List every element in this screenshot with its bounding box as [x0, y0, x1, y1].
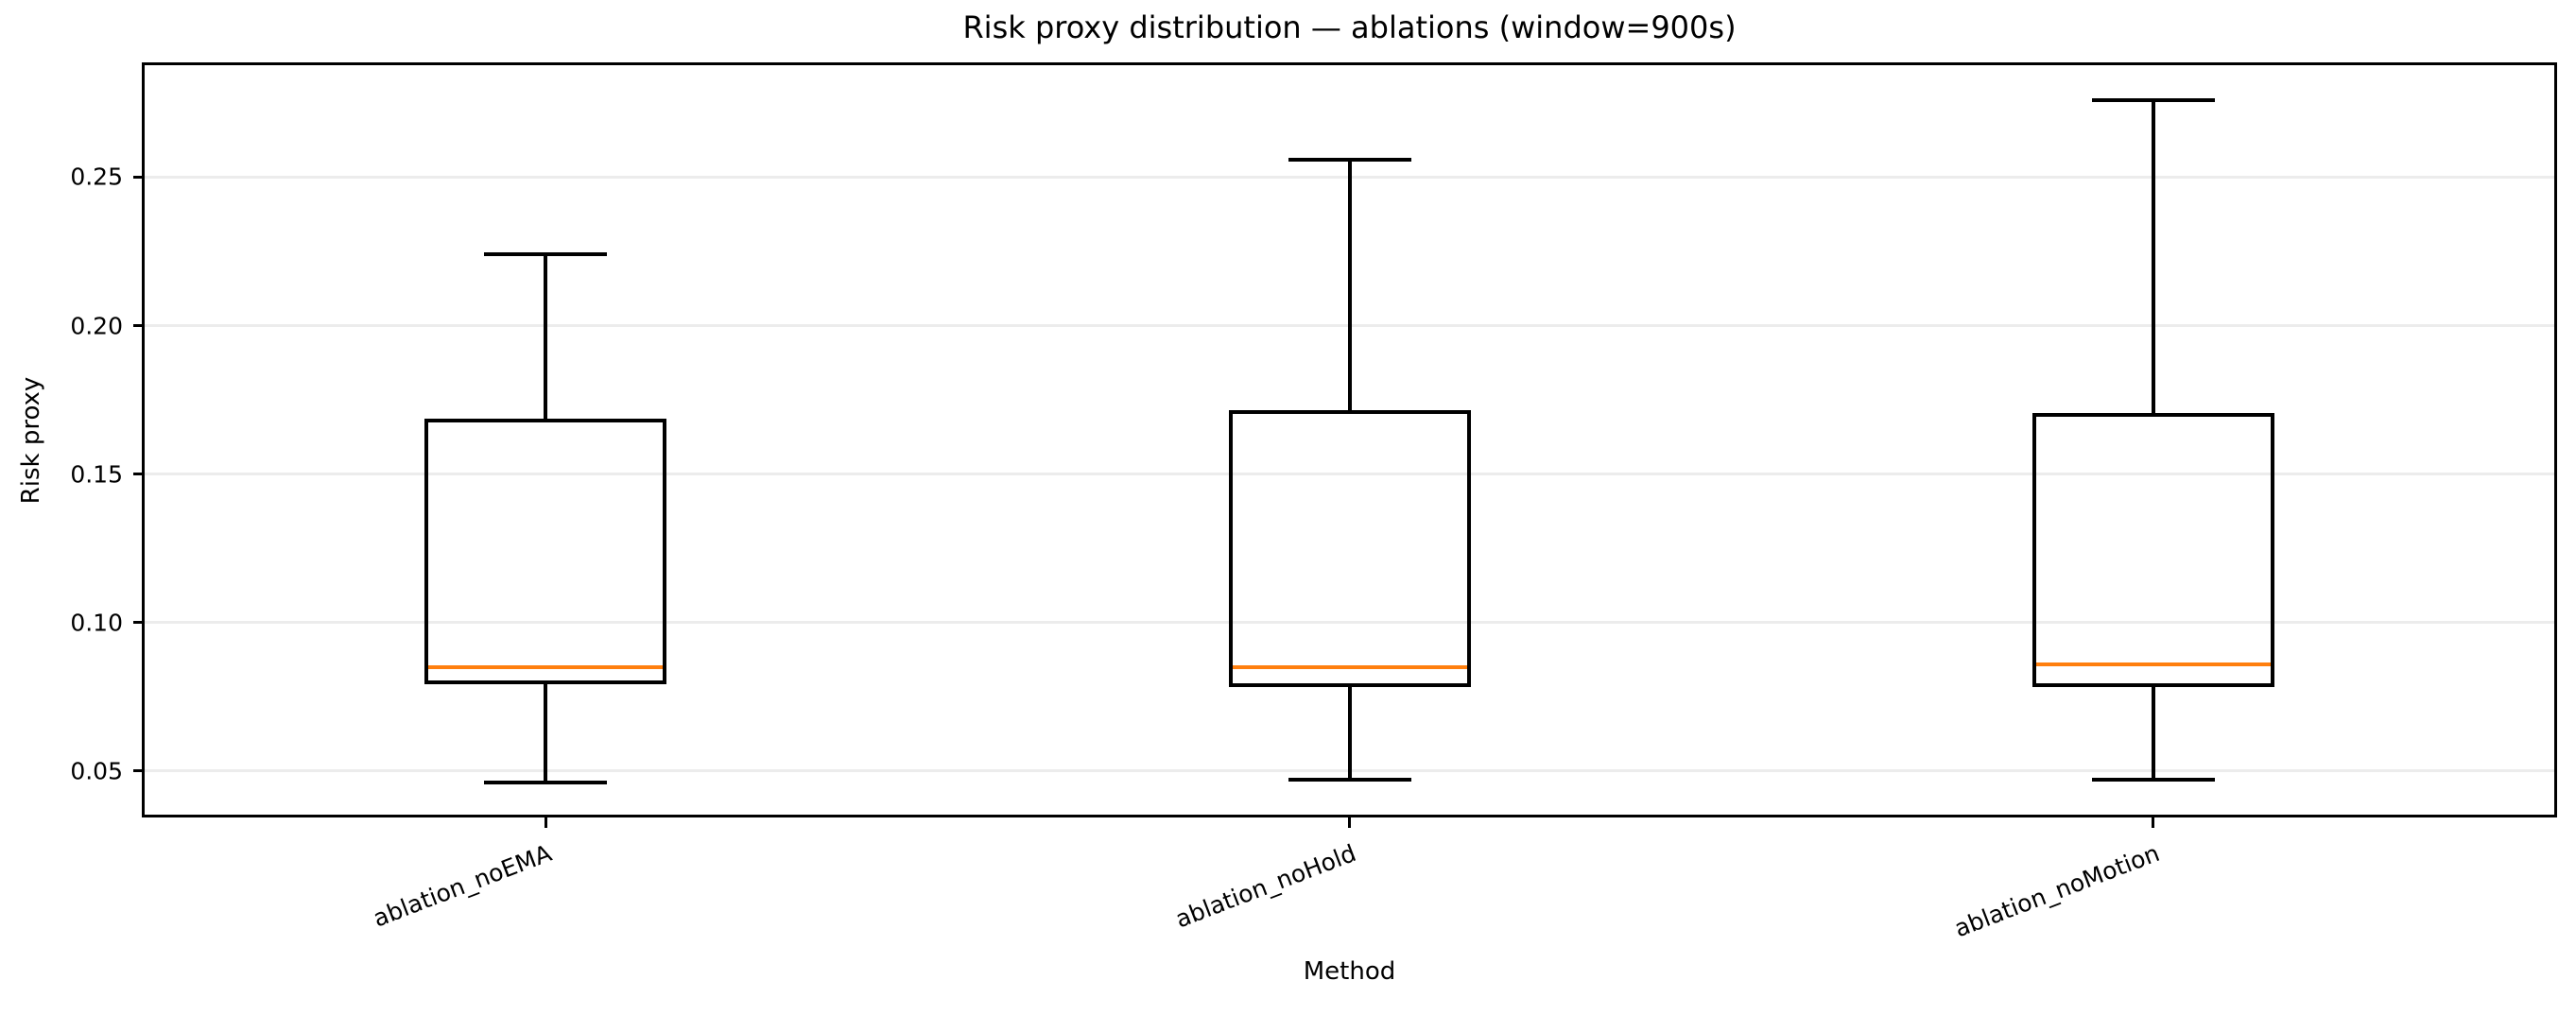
upper-whisker-cap	[1288, 157, 1411, 162]
lower-whisker-cap	[484, 781, 608, 785]
y-tick-label: 0.10	[70, 609, 123, 637]
gridline	[144, 621, 2555, 625]
iqr-box	[2031, 412, 2274, 687]
axes-frame	[142, 62, 2557, 817]
median-line	[428, 664, 664, 669]
lower-whisker-cap	[1288, 778, 1411, 783]
y-tick-label: 0.20	[70, 312, 123, 340]
gridline	[144, 473, 2555, 476]
upper-whisker-line	[2151, 99, 2155, 415]
upper-whisker-line	[1347, 159, 1352, 412]
y-tick-label: 0.15	[70, 460, 123, 489]
y-tick-mark	[133, 324, 144, 328]
upper-whisker-cap	[2091, 97, 2215, 102]
y-tick-mark	[133, 769, 144, 773]
x-tick-mark	[2152, 817, 2155, 828]
x-axis-label: Method	[1303, 957, 1396, 986]
y-tick-mark	[133, 473, 144, 476]
x-tick-mark	[1348, 817, 1351, 828]
chart-title: Risk proxy distribution — ablations (win…	[962, 9, 1737, 45]
iqr-box	[1228, 409, 1471, 687]
lower-whisker-line	[2151, 684, 2155, 781]
y-tick-label: 0.05	[70, 757, 123, 785]
upper-whisker-line	[544, 254, 548, 421]
upper-whisker-cap	[484, 252, 608, 257]
iqr-box	[424, 419, 667, 684]
y-tick-mark	[133, 175, 144, 179]
median-line	[2035, 662, 2271, 666]
y-tick-mark	[133, 621, 144, 625]
lower-whisker-line	[1347, 684, 1352, 781]
y-tick-label: 0.25	[70, 163, 123, 191]
lower-whisker-line	[544, 681, 548, 783]
median-line	[1232, 664, 1467, 669]
lower-whisker-cap	[2091, 778, 2215, 783]
x-tick-mark	[544, 817, 547, 828]
